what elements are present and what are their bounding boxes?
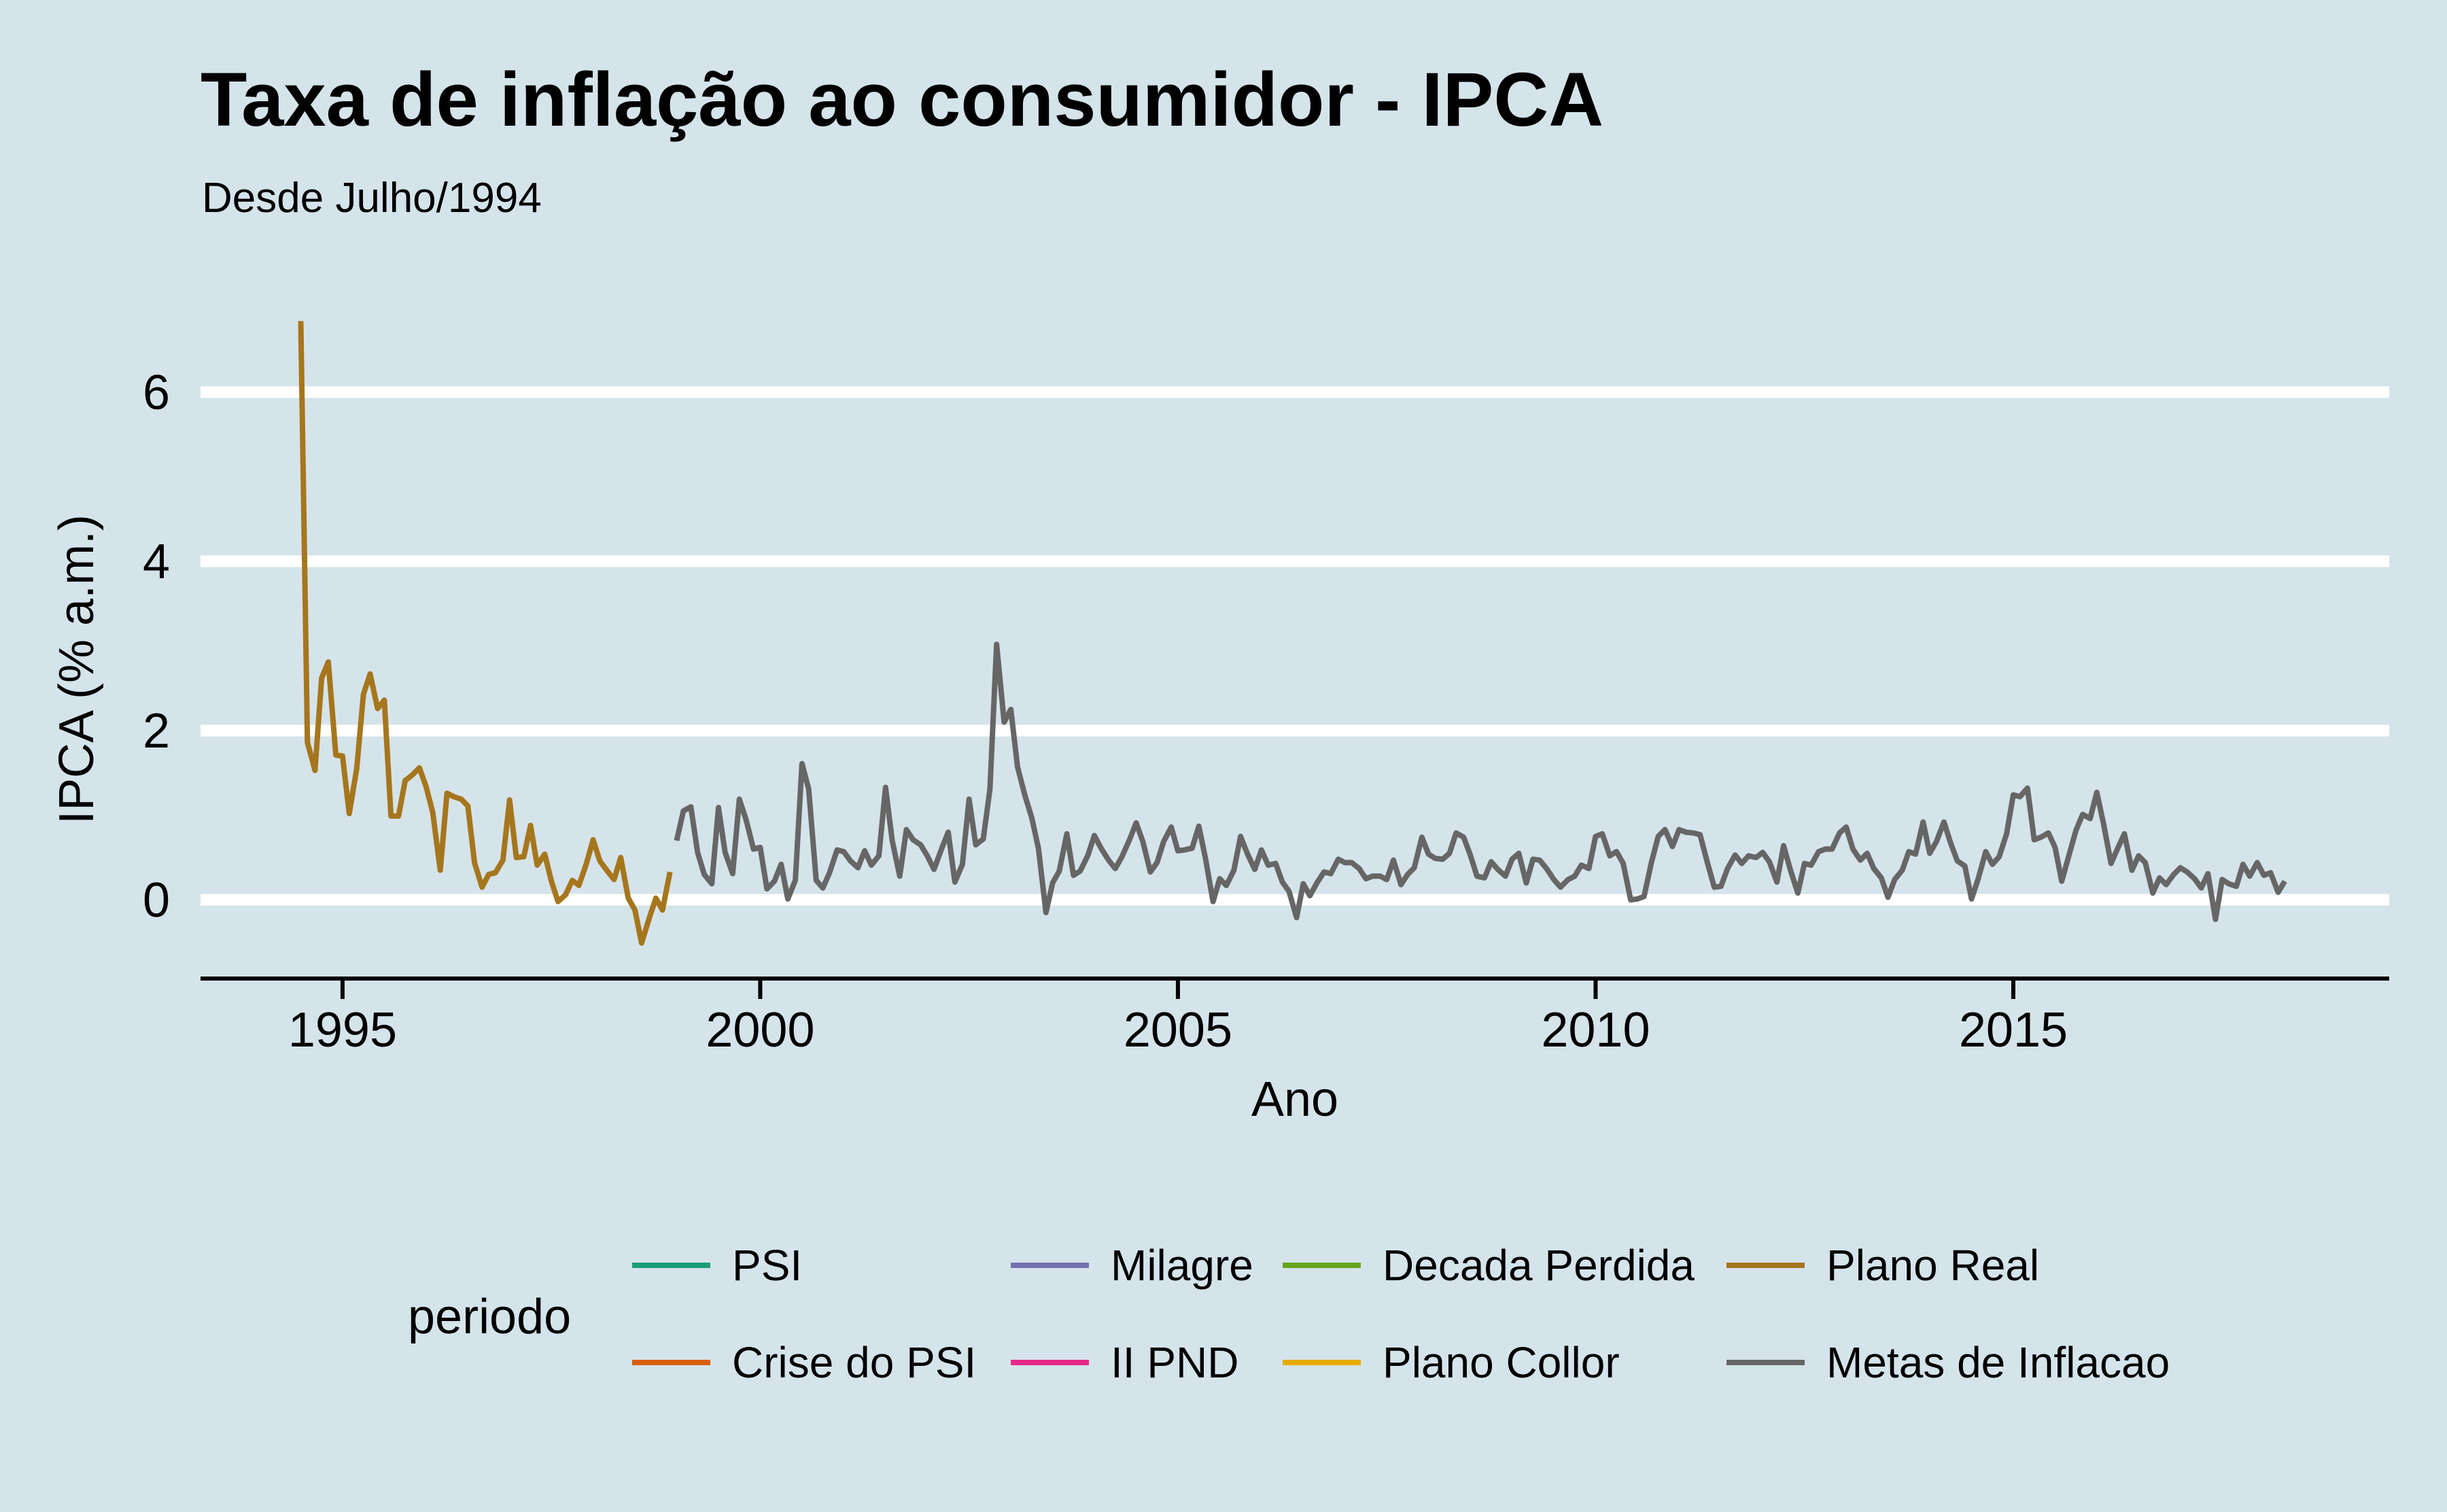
x-axis-title: Ano — [1251, 1072, 1338, 1127]
y-gridlines — [201, 386, 2389, 906]
legend: periodo PSI Milagre Decada Perdida Plano Re… — [408, 1241, 2170, 1387]
y-axis-title: IPCA (% a.m.) — [50, 514, 104, 824]
x-tick-label: 1995 — [288, 1003, 397, 1057]
x-tick-label: 2010 — [1541, 1003, 1650, 1057]
y-tick-label: 2 — [143, 704, 170, 758]
y-tick-label: 4 — [143, 535, 170, 589]
y-tick-label: 6 — [143, 366, 170, 420]
legend-label: II PND — [1111, 1338, 1238, 1387]
legend-title: periodo — [408, 1290, 571, 1344]
y-axis-ticks: 0 2 4 6 — [143, 366, 170, 928]
chart-title: Taxa de inflação ao consumidor - IPCA — [201, 57, 1603, 142]
x-tick-label: 2015 — [1959, 1003, 2068, 1057]
legend-label: Milagre — [1111, 1241, 1253, 1290]
x-tick-label: 2005 — [1124, 1003, 1232, 1057]
chart-subtitle: Desde Julho/1994 — [202, 175, 542, 222]
legend-label: Crise do PSI — [732, 1338, 976, 1387]
legend-label: Decada Perdida — [1383, 1241, 1695, 1290]
x-axis-ticks: 1995 2000 2005 2010 2015 — [288, 979, 2068, 1057]
legend-label: Plano Real — [1826, 1241, 2039, 1290]
series-line-plano-real — [298, 321, 673, 946]
y-tick-label: 0 — [143, 873, 170, 928]
legend-label: Plano Collor — [1383, 1338, 1620, 1387]
series-line-metas-de-inflacao — [674, 641, 2287, 922]
x-tick-label: 2000 — [706, 1003, 814, 1057]
legend-items: PSI Milagre Decada Perdida Plano Real Crise … — [632, 1241, 2170, 1387]
series-lines — [298, 321, 2287, 946]
legend-label: PSI — [732, 1241, 802, 1290]
legend-label: Metas de Inflacao — [1826, 1338, 2170, 1387]
